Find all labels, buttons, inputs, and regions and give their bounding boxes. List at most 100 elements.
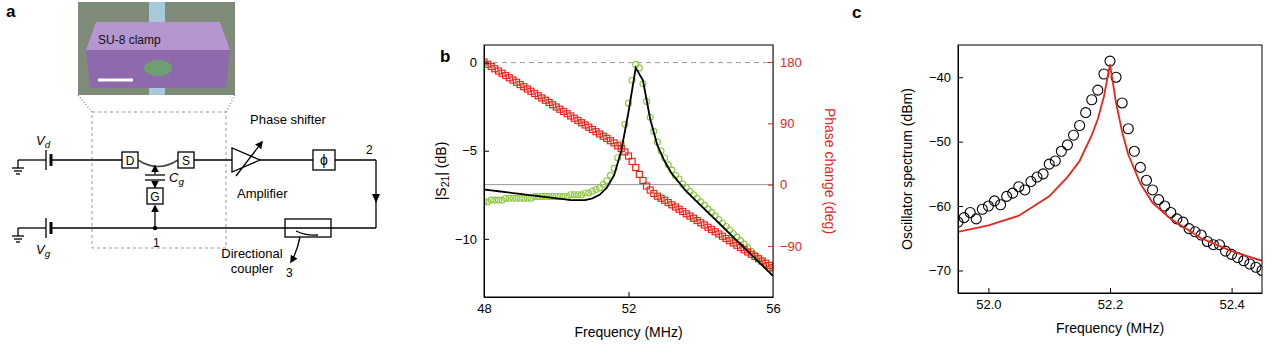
data-point [1135,162,1145,172]
text-segment: d [45,139,51,150]
gain-arrow [236,142,262,176]
data-point [503,73,509,79]
axis-line [484,46,485,298]
y-axis-title: Oscillator spectrum (dBm) [899,88,915,250]
axis-line [959,293,1263,294]
wire [335,159,376,160]
data-point [977,204,987,214]
tick-mark [958,77,963,78]
y-axis: −40−50−60−70 [929,46,963,294]
data-point [524,86,530,92]
data-point [698,220,704,226]
data-point [669,202,675,208]
tick-mark [768,123,773,124]
data-point [687,213,693,219]
coupler-label: coupler [231,261,274,276]
chart-panel: 4852560−5−10180900−90Phase change (deg)F… [433,45,838,340]
tick: −10 [455,232,489,247]
data-point [1245,259,1255,269]
scatter-series [484,61,773,275]
wire [331,227,376,228]
data-point [705,224,711,230]
data-point [1056,146,1066,156]
panel-label: c [852,3,861,22]
tick: 0 [470,55,489,70]
tick-mark [484,63,489,64]
tick-label: −40 [929,70,951,85]
scatter-series [484,59,773,271]
data-point [517,82,523,88]
cg-label: Cg [169,170,184,187]
coupler-line [285,227,331,228]
data-point [568,113,574,119]
data-point [539,95,545,101]
tick-mark [768,62,773,63]
tick: 52.2 [1098,288,1123,312]
data-point [1123,124,1133,134]
data-point [1257,265,1262,275]
data-point [719,233,725,239]
data-point [1141,175,1151,185]
data-point [633,165,639,171]
tick: −70 [929,263,963,278]
data-point [607,138,613,144]
x-axis-title: Frequency (MHz) [574,324,682,340]
phase-symbol: ϕ [320,152,328,168]
inset-clamp-top [86,22,230,50]
tick-mark [958,206,963,207]
data-point [983,201,993,211]
tick-mark [1110,288,1111,293]
data-point [1239,256,1249,266]
phase-shifter-box [313,150,335,170]
data-point [971,214,981,224]
data-point [654,193,660,199]
plot-frame [958,45,1262,293]
data-point [1251,262,1261,272]
data-point [709,227,715,233]
data-point [1075,121,1085,131]
data-point [691,215,697,221]
tick: −40 [929,70,963,85]
data-point [1008,188,1018,198]
data-point [763,260,769,266]
data-point [492,66,498,72]
source-label: S [182,154,190,168]
chart-panel: 52.052.252.4−40−50−60−70Frequency (MHz)O… [852,3,1267,336]
data-point [589,188,595,194]
tick-label: 0 [470,55,477,70]
tick-mark [958,142,963,143]
data-point [1014,182,1024,192]
axis-line [773,46,774,298]
connector [226,95,235,112]
data-point [1044,159,1054,169]
port-label: 2 [366,143,373,157]
data-point [959,213,969,223]
panel-label: b [440,47,450,66]
data-point [593,187,599,193]
scatter-series [958,56,1262,275]
gate-arrow [154,206,155,228]
resonator [138,160,178,167]
fit-line [484,68,773,276]
ground-wire [17,228,18,236]
data-point [1117,98,1127,108]
data-point [571,115,577,121]
data-point [723,235,729,241]
port-label: 3 [286,266,293,280]
vd-label: Vd [36,133,51,150]
tick-label: 52 [622,301,636,316]
y2-axis: 180900−90 [768,46,802,298]
drain-box [122,152,138,168]
text-segment: 21 [439,176,451,188]
data-point [600,181,606,187]
data-point [730,240,736,246]
text-segment: | (dB) [433,142,449,176]
ground [12,167,24,168]
x-axis: 485256 [477,292,780,316]
reference-line [484,184,773,185]
ground [16,173,20,174]
y-axis-title: |S21| (dB) [433,142,451,201]
figure-svg: aSU-8 clampDSϕ231GCgVdVgAmplifierPhase s… [0,0,1274,361]
tick-label: −70 [929,263,951,278]
data-point [680,209,686,215]
